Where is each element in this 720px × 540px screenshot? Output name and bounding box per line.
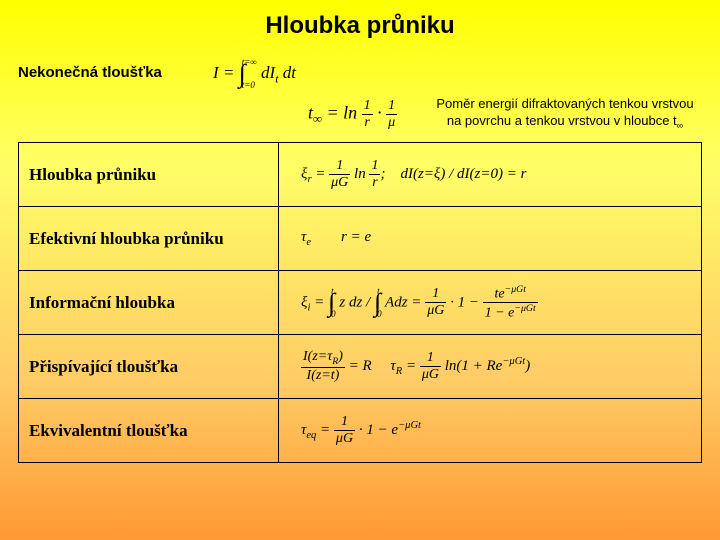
subtitle-text: Nekonečná tloušťka	[18, 54, 213, 81]
ratio-line2: na povrchu a tenkou vrstvou v hloubce t∞	[447, 113, 683, 128]
row-formula: τeq = 1μG · 1 − e−μGt	[279, 399, 702, 463]
ratio-line1: Poměr energií difraktovaných tenkou vrst…	[436, 96, 693, 111]
formula-integral-I: I = ∫t=∞t=0 dIt dt	[213, 54, 296, 90]
row-label: Přispívající tloušťka	[19, 335, 279, 399]
mid-row: t∞ = ln 1r · 1μ Poměr energií difraktova…	[18, 96, 702, 132]
formula-t-infinity: t∞ = ln 1r · 1μ	[308, 98, 428, 131]
ratio-description: Poměr energií difraktovaných tenkou vrst…	[428, 96, 702, 132]
row-formula: ξi = ∫t0 z dz / ∫t0 Adz = 1μG · 1 − te−μ…	[279, 271, 702, 335]
table-row: Efektivní hloubka průniku τe r = e	[19, 207, 702, 271]
table-row: Informační hloubka ξi = ∫t0 z dz / ∫t0 A…	[19, 271, 702, 335]
row-formula: ξr = 1μG ln 1r; dI(z=ξ) / dI(z=0) = r	[279, 143, 702, 207]
row-label: Ekvivalentní tloušťka	[19, 399, 279, 463]
page-title: Hloubka průniku	[18, 12, 702, 40]
top-row: Nekonečná tloušťka I = ∫t=∞t=0 dIt dt	[18, 54, 702, 90]
slide-container: Hloubka průniku Nekonečná tloušťka I = ∫…	[0, 0, 720, 540]
row-label: Informační hloubka	[19, 271, 279, 335]
row-label: Hloubka průniku	[19, 143, 279, 207]
table-row: Přispívající tloušťka I(z=τR)I(z=t) = R …	[19, 335, 702, 399]
definitions-table: Hloubka průniku ξr = 1μG ln 1r; dI(z=ξ) …	[18, 142, 702, 463]
row-formula: I(z=τR)I(z=t) = R τR = 1μG ln(1 + Re−μGt…	[279, 335, 702, 399]
table-row: Hloubka průniku ξr = 1μG ln 1r; dI(z=ξ) …	[19, 143, 702, 207]
row-label: Efektivní hloubka průniku	[19, 207, 279, 271]
table-row: Ekvivalentní tloušťka τeq = 1μG · 1 − e−…	[19, 399, 702, 463]
row-formula: τe r = e	[279, 207, 702, 271]
